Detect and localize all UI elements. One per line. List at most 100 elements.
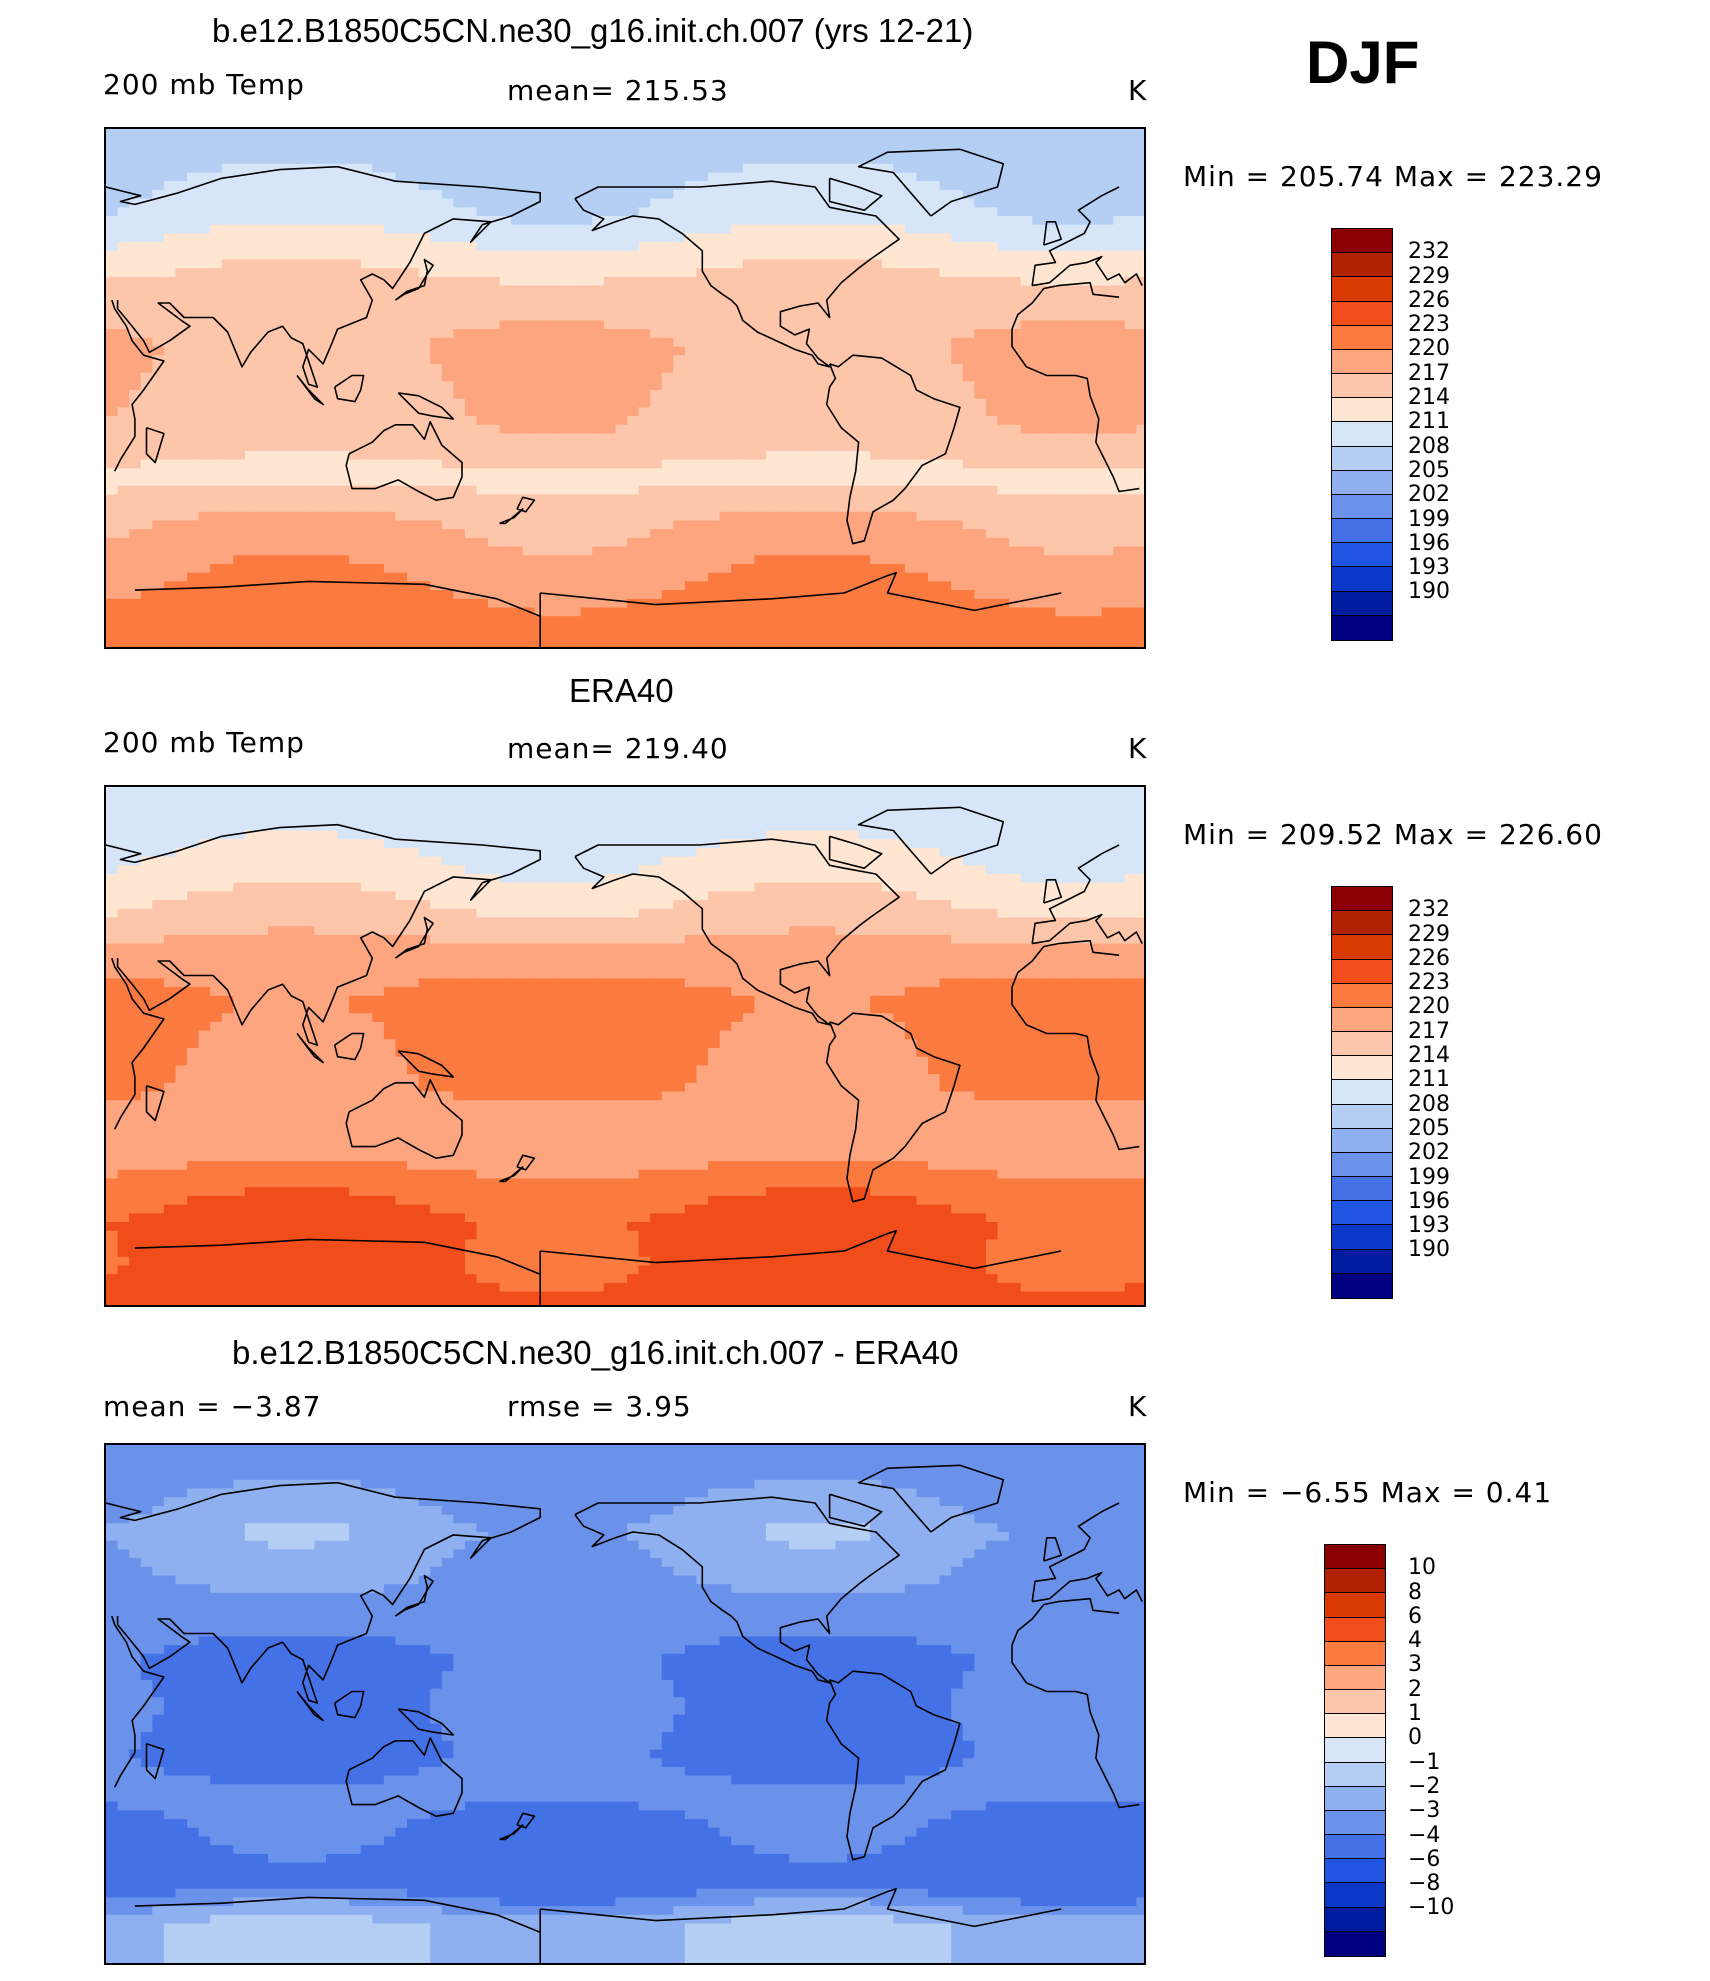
heatmap-cell (395, 181, 408, 191)
heatmap-cell (870, 181, 883, 191)
heatmap-cell (256, 276, 269, 287)
heatmap-cell (754, 572, 767, 582)
heatmap-cell (1136, 250, 1144, 261)
heatmap-cell (870, 407, 883, 417)
heatmap-cell (279, 224, 292, 234)
heatmap-cell (1043, 268, 1056, 278)
heatmap-cell (893, 398, 906, 408)
heatmap-cell (233, 137, 246, 147)
heatmap-cell (291, 146, 304, 156)
heatmap-cell (129, 442, 142, 452)
heatmap-cell (395, 372, 408, 382)
heatmap-cell (244, 329, 258, 339)
heatmap-cell (106, 450, 119, 461)
heatmap-cell (383, 189, 397, 200)
heatmap-cell (140, 163, 153, 174)
heatmap-cell (534, 355, 547, 365)
heatmap-cell (1066, 390, 1080, 400)
heatmap-cell (800, 268, 813, 278)
heatmap-cell (719, 572, 732, 582)
heatmap-cell (1136, 485, 1144, 495)
heatmap-cell (951, 137, 964, 147)
heatmap-cell (661, 529, 674, 539)
heatmap-cell (210, 346, 223, 356)
heatmap-cell (603, 433, 617, 443)
heatmap-cell (221, 555, 234, 565)
heatmap-cell (441, 242, 454, 252)
heatmap-cell (777, 459, 790, 469)
heatmap-cell (835, 172, 848, 182)
heatmap-cell (291, 503, 304, 513)
heatmap-cell (696, 572, 709, 582)
heatmap-cell (974, 224, 987, 234)
heatmap-cell (163, 590, 177, 600)
heatmap-cell (777, 424, 790, 435)
heatmap-cell (1101, 407, 1114, 417)
heatmap-cell (210, 450, 223, 461)
heatmap-cell (928, 189, 941, 200)
heatmap-cell (765, 546, 779, 556)
heatmap-cell (117, 181, 130, 191)
heatmap-cell (731, 216, 744, 226)
heatmap-cell (152, 372, 165, 382)
heatmap-cell (800, 450, 813, 461)
heatmap-cell (1090, 372, 1103, 382)
heatmap-cell (337, 224, 350, 234)
heatmap-cell (372, 146, 385, 156)
panel3-mean-label: mean = −3.87 (103, 1390, 322, 1423)
heatmap-cell (534, 276, 547, 287)
heatmap-cell (395, 363, 408, 374)
heatmap-cell (1032, 407, 1045, 417)
heatmap-cell (974, 494, 987, 504)
heatmap-cell (638, 537, 651, 548)
heatmap-cell (1020, 468, 1033, 478)
heatmap-cell (650, 355, 663, 365)
heatmap-cell (499, 555, 512, 565)
heatmap-cell (221, 320, 234, 330)
heatmap-cell (615, 529, 628, 539)
heatmap-cell (846, 155, 860, 165)
heatmap-cell (268, 433, 281, 443)
heatmap-cell (256, 416, 269, 426)
heatmap-cell (650, 303, 663, 313)
heatmap-cell (1020, 320, 1033, 330)
heatmap-cell (1124, 398, 1138, 408)
heatmap-cell (1113, 407, 1126, 417)
heatmap-cell (731, 424, 744, 435)
heatmap-cell (985, 372, 999, 382)
heatmap-cell (129, 276, 142, 287)
heatmap-cell (557, 390, 570, 400)
heatmap-cell (453, 294, 466, 304)
heatmap-cell (800, 511, 813, 522)
heatmap-cell (870, 129, 883, 139)
heatmap-cell (812, 181, 825, 191)
heatmap-cell (395, 424, 408, 435)
heatmap-cell (823, 198, 836, 208)
heatmap-cell (210, 285, 223, 295)
heatmap-cell (870, 137, 883, 147)
heatmap-cell (511, 398, 524, 408)
heatmap-cell (1090, 233, 1103, 243)
heatmap-cell (418, 407, 431, 417)
heatmap-cell (1032, 529, 1045, 539)
heatmap-cell (407, 207, 420, 217)
heatmap-cell (488, 233, 501, 243)
heatmap-cell (441, 172, 454, 182)
heatmap-cell (673, 163, 686, 174)
heatmap-cell (430, 442, 443, 452)
heatmap-cell (476, 329, 489, 339)
heatmap-cell (499, 511, 512, 522)
heatmap-cell (997, 137, 1010, 147)
heatmap-cell (163, 546, 177, 556)
heatmap-cell (557, 294, 570, 304)
heatmap-cell (337, 598, 350, 609)
heatmap-cell (325, 555, 339, 565)
heatmap-cell (603, 477, 617, 487)
heatmap-cell (349, 468, 362, 478)
heatmap-cell (985, 381, 999, 391)
heatmap-cell (545, 216, 559, 226)
heatmap-cell (846, 598, 860, 609)
heatmap-cell (916, 572, 929, 582)
heatmap-cell (395, 242, 408, 252)
heatmap-cell (279, 303, 292, 313)
